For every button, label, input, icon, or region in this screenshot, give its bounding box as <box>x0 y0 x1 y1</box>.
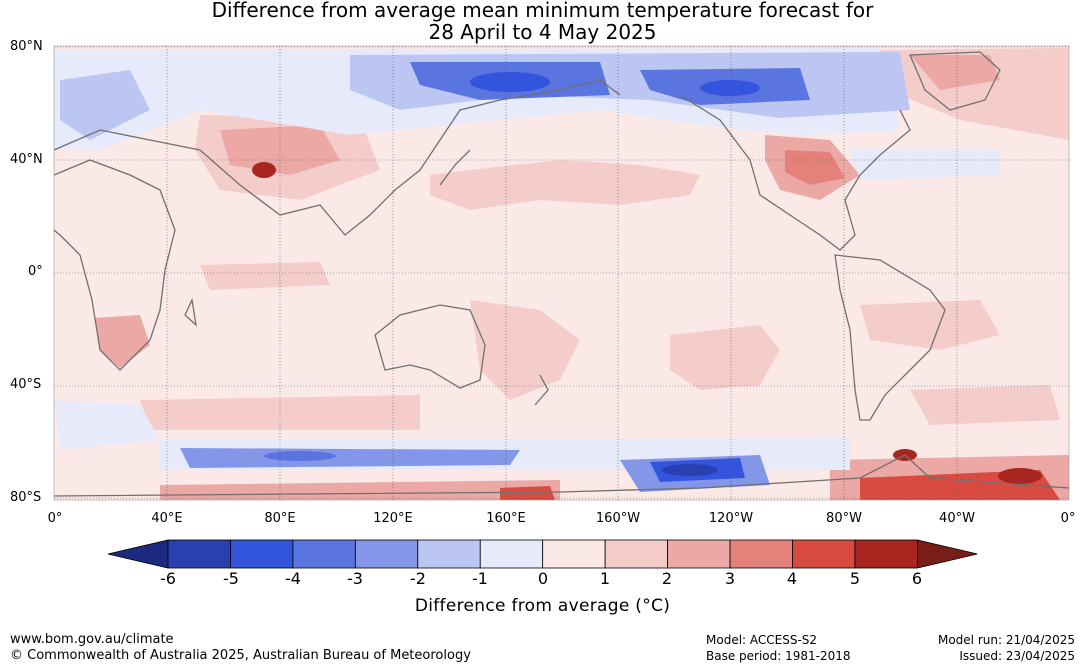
colorbar-cell <box>542 539 606 569</box>
anomaly-warm-south-atlantic <box>860 300 1000 350</box>
anomaly-hot-antarctic-2 <box>500 486 555 500</box>
anomaly-warm-east-pacific <box>670 325 780 390</box>
lon-label-40e: 40°E <box>151 511 183 526</box>
colorbar-cells <box>107 539 978 569</box>
colorbar-extension-low <box>107 539 169 569</box>
anomaly-warm-antarctic-band <box>160 480 560 500</box>
footer-base-period: Base period: 1981-2018 <box>706 649 851 663</box>
anomaly-cool-southern-ocean <box>54 400 160 450</box>
colorbar-tick: 3 <box>724 569 736 588</box>
coast-australia <box>374 304 486 389</box>
colorbar-cell <box>729 539 793 569</box>
colorbar-cell <box>230 539 294 569</box>
colorbar-tick: 6 <box>911 569 923 588</box>
colorbar-tick: -5 <box>223 569 239 588</box>
colorbar-tick: 4 <box>786 569 798 588</box>
map-frame <box>53 45 1070 501</box>
colorbar-tick: 2 <box>661 569 673 588</box>
colorbar-tick: -6 <box>160 569 176 588</box>
coast-madagascar <box>184 297 197 327</box>
anomaly-cool-north-atlantic <box>850 150 1000 180</box>
colorbar-cell <box>479 539 544 569</box>
lon-label-80e: 80°E <box>264 511 296 526</box>
anomaly-hot-tibet <box>252 162 276 178</box>
coast-south-america <box>834 254 946 421</box>
anomaly-warm-north-pacific <box>430 160 700 210</box>
footer-model-run: Model run: 21/04/2025 <box>937 633 1075 647</box>
coast-new-zealand <box>534 374 549 406</box>
coast-africa <box>54 159 176 371</box>
lon-label-0-right: 0° <box>1060 511 1076 526</box>
chart-title-line1: Difference from average mean minimum tem… <box>211 0 874 22</box>
lat-label-40s: 40°S <box>10 377 42 392</box>
lon-label-160w: 160°W <box>595 511 641 526</box>
anomaly-cold-ross-core <box>662 464 718 476</box>
anomaly-warm-southern-africa <box>95 315 150 368</box>
lon-label-0: 0° <box>47 511 63 526</box>
colorbar-extension-high <box>917 539 978 569</box>
colorbar-tick: 5 <box>849 569 861 588</box>
coast-eurasia <box>54 79 621 236</box>
lat-label-0: 0° <box>28 264 43 279</box>
anomaly-warm-south-pacific <box>470 300 580 400</box>
colorbar-cell <box>354 539 419 569</box>
colorbar-cell <box>792 539 856 569</box>
anomaly-warm-central-asia <box>220 125 340 175</box>
colorbar-tick: -2 <box>410 569 426 588</box>
colorbar-cell <box>854 539 918 569</box>
lon-label-40w: 40°W <box>939 511 975 526</box>
anomaly-warm-s-atlantic-2 <box>910 385 1060 425</box>
anomaly-cold-nw-russia <box>60 70 150 140</box>
colorbar-tick: 1 <box>599 569 611 588</box>
coast-japan <box>439 149 471 186</box>
colorbar-cell <box>604 539 669 569</box>
colorbar-cell <box>417 539 481 569</box>
anomaly-hot-us <box>785 150 845 185</box>
colorbar-label: Difference from average (°C) <box>414 596 671 616</box>
colorbar-tick: -1 <box>472 569 488 588</box>
footer-copyright: © Commonwealth of Australia 2025, Austra… <box>10 648 471 663</box>
coast-antarctica <box>54 454 1069 497</box>
chart-title-line2: 28 April to 4 May 2025 <box>428 20 657 44</box>
lat-label-40n: 40°N <box>10 152 43 167</box>
footer-url: www.bom.gov.au/climate <box>10 632 174 647</box>
lon-label-80w: 80°W <box>826 511 862 526</box>
footer-model: Model: ACCESS-S2 <box>706 633 818 647</box>
lat-label-80n: 80°N <box>10 39 43 54</box>
footer-issued: Issued: 23/04/2025 <box>959 649 1075 663</box>
coast-greenland <box>909 51 1001 111</box>
anomaly-cold-east-siberia-core <box>470 72 550 92</box>
lat-label-80s: 80°S <box>10 490 42 505</box>
colorbar-cell <box>667 539 731 569</box>
colorbar-tick: -4 <box>285 569 301 588</box>
lon-label-120e: 120°E <box>373 511 413 526</box>
lon-label-120w: 120°W <box>708 511 754 526</box>
anomaly-hot-weddell <box>998 468 1042 484</box>
graticule <box>54 46 1069 500</box>
anomaly-cold-antarctic-indian <box>180 448 520 468</box>
anomaly-cold-antarctic-indian-core <box>264 451 336 461</box>
anomaly-warm-greenland <box>910 55 1000 90</box>
colorbar-tick: 0 <box>537 569 549 588</box>
anomaly-warm-indian <box>200 262 330 290</box>
colorbar-cell <box>167 539 231 569</box>
colorbar-cell <box>292 539 356 569</box>
anomaly-cold-canada-core <box>700 80 760 96</box>
lon-label-160e: 160°E <box>486 511 526 526</box>
colorbar-tick: -3 <box>347 569 363 588</box>
